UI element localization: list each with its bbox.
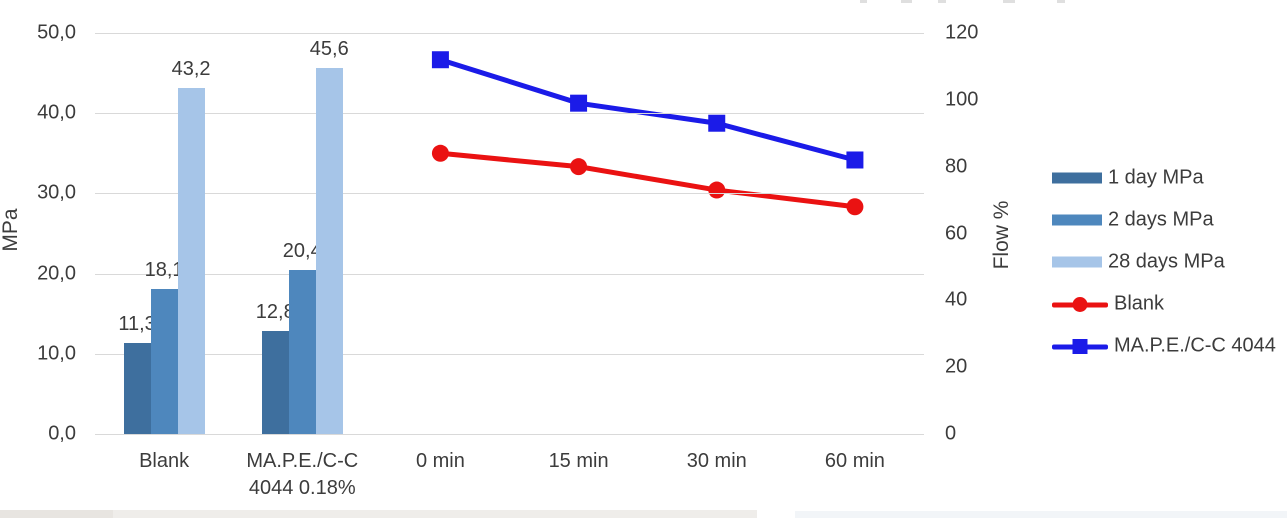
y-axis-left-tick: 40,0: [37, 101, 76, 124]
legend-label: Blank: [1114, 292, 1165, 315]
square-marker: [431, 51, 449, 69]
legend-item-2-days-mpa: 2 days MPa: [1052, 209, 1214, 232]
gridline: [95, 33, 924, 34]
cropped-text-fragment: [860, 0, 867, 3]
bar-value-label: 45,6: [309, 38, 349, 61]
y-axis-right-tick: 120: [945, 21, 979, 44]
gridline: [95, 113, 924, 115]
y-axis-left-tick: 30,0: [37, 181, 76, 204]
legend-line-sample: [1052, 295, 1108, 313]
cropped-text-fragment: [938, 0, 946, 3]
cropped-text-fragment: [1057, 0, 1065, 3]
legend-item-ma-p-e-c-c-4044: MA.P.E./C-C 4044: [1052, 335, 1276, 358]
cropped-bottom-edge-left: [0, 510, 757, 518]
legend-label: 1 day MPa: [1108, 166, 1204, 189]
bar-value-label: 12,8: [255, 301, 295, 324]
bar-1-day-mpa: [261, 331, 289, 434]
circle-marker: [570, 158, 588, 176]
cropped-text-fragment: [1003, 0, 1015, 3]
square-marker: [570, 94, 588, 112]
cropped-text-fragment: [901, 0, 912, 3]
y-axis-left-tick: 20,0: [37, 262, 76, 285]
x-axis-category-label: MA.P.E./C-C 4044 0.18%: [246, 450, 359, 499]
x-axis-category-label: 30 min: [686, 450, 747, 472]
bar-28-days-mpa: [177, 87, 205, 434]
legend-swatch: [1052, 214, 1102, 226]
y-axis-right-tick: 0: [945, 422, 957, 445]
bar-2-days-mpa: [150, 288, 178, 434]
legend-swatch: [1052, 172, 1102, 184]
legend-label: 28 days MPa: [1108, 250, 1225, 273]
y-axis-right-tick: 60: [945, 222, 968, 244]
y-axis-right-tick: 80: [945, 155, 968, 178]
legend-label: MA.P.E./C-C 4044: [1114, 334, 1276, 357]
gridline: [95, 434, 924, 435]
bar-value-label: 20,4: [282, 240, 322, 263]
y-axis-left-tick: 50,0: [37, 21, 76, 44]
x-axis-category-label: 60 min: [824, 450, 885, 472]
legend-item-blank: Blank: [1052, 293, 1164, 316]
y-axis-right-tick: 20: [945, 355, 968, 378]
x-axis-category-label: 15 min: [548, 450, 609, 472]
gridline: [95, 193, 924, 195]
gridline: [95, 273, 924, 275]
bar-2-days-mpa: [288, 270, 316, 434]
square-marker: [708, 114, 726, 132]
circle-marker: [846, 198, 864, 216]
y-axis-right-tick: 40: [945, 288, 968, 311]
x-axis-category-label: Blank: [139, 450, 190, 472]
y-axis-right-tick: 100: [945, 88, 979, 111]
legend-item-28-days-mpa: 28 days MPa: [1052, 251, 1225, 274]
bar-value-label: 11,3: [118, 313, 156, 336]
right-axis-title: Flow %: [990, 200, 1013, 270]
bar-1-day-mpa: [123, 343, 151, 434]
bar-28-days-mpa: [315, 68, 343, 434]
line-series-blank: [437, 150, 858, 210]
cropped-bottom-edge-right: [795, 511, 1287, 518]
square-marker: [846, 151, 864, 169]
y-axis-left-tick: 0,0: [48, 422, 76, 445]
legend-swatch: [1052, 256, 1102, 268]
bar-value-label: 18,1: [144, 258, 184, 281]
legend-item-1-day-mpa: 1 day MPa: [1052, 167, 1204, 190]
circle-marker: [708, 181, 726, 199]
circle-marker: [431, 144, 449, 162]
bar-value-label: 43,2: [171, 57, 211, 80]
cropped-bottom-edge-cap: [0, 510, 113, 518]
legend-label: 2 days MPa: [1108, 208, 1214, 231]
left-axis-title: MPa: [0, 208, 22, 252]
legend-line-sample: [1052, 337, 1108, 355]
y-axis-left-tick: 10,0: [37, 342, 76, 365]
gridline: [95, 353, 924, 355]
circle-marker-icon: [1072, 296, 1088, 312]
square-marker-icon: [1072, 338, 1088, 354]
line-series-ma-p-e-c-c-4044: [437, 57, 858, 163]
x-axis-category-label: 0 min: [415, 450, 465, 472]
